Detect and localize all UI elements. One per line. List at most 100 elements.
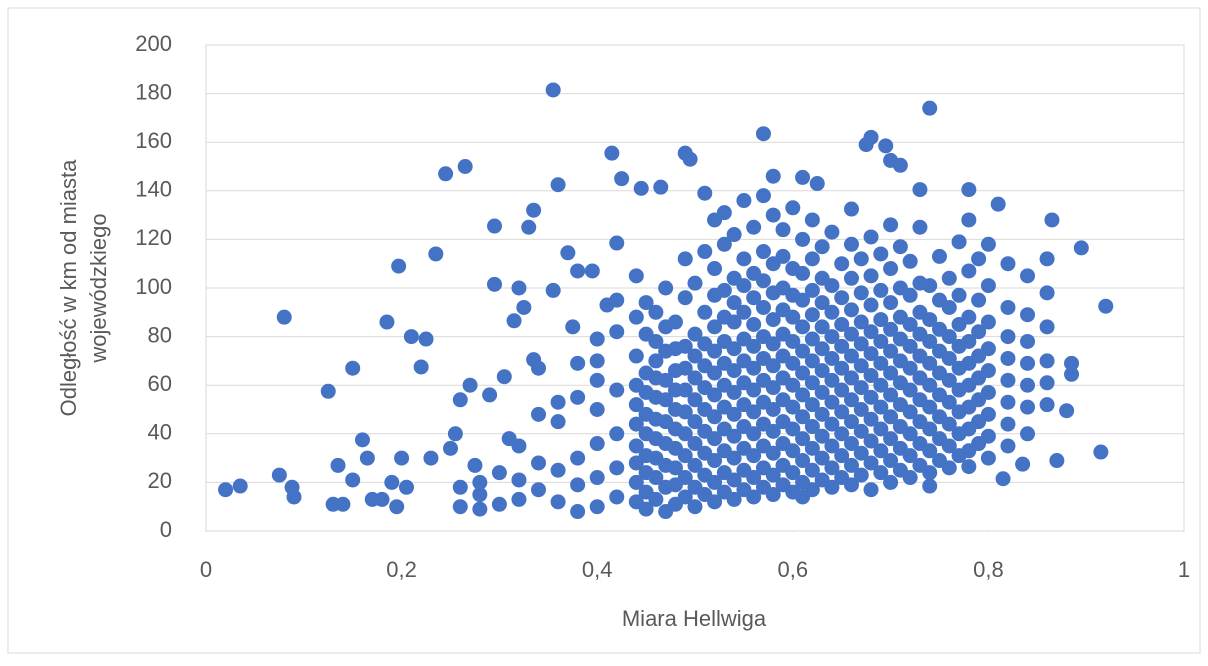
- point: [834, 426, 850, 442]
- point: [658, 280, 674, 296]
- point: [922, 333, 938, 349]
- point: [570, 450, 586, 466]
- point: [765, 312, 781, 328]
- point: [853, 467, 869, 483]
- point: [941, 329, 957, 345]
- point: [804, 282, 820, 298]
- point: [609, 235, 625, 251]
- point: [785, 421, 801, 437]
- point: [746, 338, 762, 354]
- point: [922, 355, 938, 371]
- x-tick-label: 0,8: [973, 557, 1004, 582]
- point: [863, 129, 879, 145]
- point: [922, 478, 938, 494]
- point: [677, 360, 693, 376]
- point: [824, 460, 840, 476]
- point: [589, 436, 605, 452]
- point: [345, 472, 361, 488]
- point: [1098, 298, 1114, 314]
- point: [452, 499, 468, 515]
- point: [971, 251, 987, 267]
- point: [785, 309, 801, 325]
- point: [628, 474, 644, 490]
- point: [863, 367, 879, 383]
- y-axis-label-line: wojewódzkiego: [86, 213, 111, 363]
- point: [873, 421, 889, 437]
- point: [452, 479, 468, 495]
- point: [804, 212, 820, 228]
- point: [609, 324, 625, 340]
- point: [824, 304, 840, 320]
- point: [804, 307, 820, 323]
- point: [638, 295, 654, 311]
- point: [922, 465, 938, 481]
- chart-frame: [7, 7, 1201, 654]
- point: [755, 188, 771, 204]
- point: [804, 482, 820, 498]
- point: [1020, 268, 1036, 284]
- point: [863, 346, 879, 362]
- point: [941, 270, 957, 286]
- point: [716, 282, 732, 298]
- point: [878, 138, 894, 154]
- point: [765, 423, 781, 439]
- point: [863, 297, 879, 313]
- point: [482, 387, 498, 403]
- point: [726, 406, 742, 422]
- point: [531, 482, 547, 498]
- point: [394, 450, 410, 466]
- point: [1000, 299, 1016, 315]
- point: [658, 392, 674, 408]
- point: [804, 251, 820, 267]
- point: [834, 360, 850, 376]
- point: [883, 343, 899, 359]
- point: [795, 292, 811, 308]
- point: [457, 159, 473, 174]
- point: [902, 470, 918, 486]
- point: [824, 438, 840, 454]
- point: [1039, 375, 1055, 391]
- point: [853, 285, 869, 301]
- point: [795, 431, 811, 447]
- y-tick-label: 20: [148, 468, 172, 493]
- point: [1000, 256, 1016, 272]
- point: [922, 100, 938, 116]
- point: [550, 414, 566, 430]
- point: [961, 212, 977, 228]
- point: [834, 448, 850, 464]
- point: [687, 499, 703, 515]
- point: [785, 399, 801, 415]
- point: [531, 406, 547, 422]
- point: [707, 261, 723, 277]
- point: [609, 292, 625, 308]
- point: [863, 411, 879, 427]
- point: [1020, 377, 1036, 393]
- point: [550, 494, 566, 510]
- point: [609, 382, 625, 398]
- point: [843, 392, 859, 408]
- point: [487, 276, 503, 292]
- point: [765, 168, 781, 184]
- point: [795, 453, 811, 469]
- point: [1020, 399, 1036, 415]
- point: [570, 477, 586, 493]
- point: [271, 467, 287, 483]
- point: [883, 295, 899, 311]
- point: [765, 487, 781, 503]
- point: [883, 431, 899, 447]
- point: [286, 489, 302, 505]
- point: [687, 370, 703, 386]
- y-tick-label: 80: [148, 322, 172, 347]
- point: [775, 222, 791, 238]
- point: [545, 282, 561, 298]
- point: [511, 280, 527, 296]
- point: [883, 261, 899, 277]
- point: [883, 217, 899, 233]
- point: [589, 499, 605, 515]
- point: [716, 236, 732, 252]
- point: [648, 470, 664, 486]
- point: [707, 474, 723, 490]
- point: [677, 404, 693, 420]
- point: [824, 479, 840, 495]
- point: [707, 343, 723, 359]
